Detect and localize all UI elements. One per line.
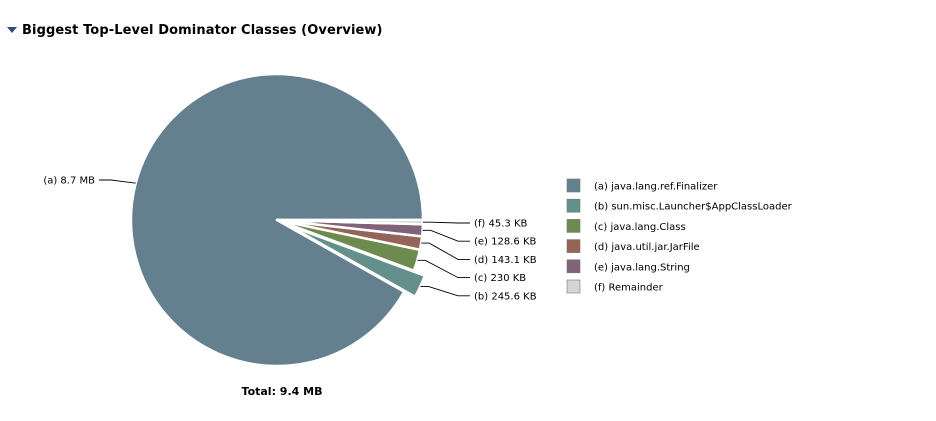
section-title: Biggest Top-Level Dominator Classes (Ove… (22, 22, 383, 38)
legend: (a) java.lang.ref.Finalizer (b) sun.misc.… (566, 178, 793, 294)
pie-slices (129, 72, 427, 368)
legend-label-a: (a) java.lang.ref.Finalizer (594, 182, 718, 193)
legend-swatch-e (566, 259, 581, 274)
label-leader-c (417, 259, 470, 279)
legend-swatch-b (566, 198, 581, 213)
pie-slice-f[interactable] (275, 218, 425, 226)
legend-item-a[interactable]: (a) java.lang.ref.Finalizer (566, 178, 718, 193)
collapse-triangle-icon[interactable] (6, 24, 18, 36)
label-leader-d (421, 242, 470, 260)
label-leader-a (99, 179, 136, 184)
legend-label-f: (f) Remainder (594, 283, 664, 294)
legend-item-b[interactable]: (b) sun.misc.Launcher$AppClassLoader (566, 198, 793, 213)
legend-swatch-d (566, 239, 581, 253)
slice-label-e: (e) 128.6 KB (474, 237, 536, 248)
slice-label-b: (b) 245.6 KB (474, 291, 537, 302)
legend-item-f[interactable]: (f) Remainder (566, 279, 664, 294)
legend-swatch-f (566, 279, 581, 294)
slice-labels: (a) 8.7 MB (b) 245.6 KB (c) 230 KB (d) 143.… (43, 176, 536, 303)
slice-label-a: (a) 8.7 MB (43, 176, 95, 187)
legend-swatch-a (566, 178, 581, 193)
label-leader-f (422, 221, 470, 224)
legend-label-b: (b) sun.misc.Launcher$AppClassLoader (594, 202, 793, 213)
chart-total: Total: 9.4 MB (242, 385, 323, 398)
label-leader-b (420, 285, 470, 297)
slice-label-d: (d) 143.1 KB (474, 255, 537, 266)
legend-item-d[interactable]: (d) java.util.jar.JarFile (566, 239, 700, 254)
legend-swatch-c (566, 219, 581, 233)
legend-item-c[interactable]: (c) java.lang.Class (566, 219, 686, 233)
slice-label-c: (c) 230 KB (474, 273, 526, 284)
legend-label-d: (d) java.util.jar.JarFile (594, 242, 700, 253)
section-header[interactable]: Biggest Top-Level Dominator Classes (Ove… (6, 21, 383, 39)
legend-label-e: (e) java.lang.String (594, 262, 690, 273)
legend-item-e[interactable]: (e) java.lang.String (566, 259, 690, 274)
slice-label-f: (f) 45.3 KB (474, 219, 528, 230)
label-leader-e (422, 229, 470, 242)
legend-label-c: (c) java.lang.Class (594, 222, 686, 233)
